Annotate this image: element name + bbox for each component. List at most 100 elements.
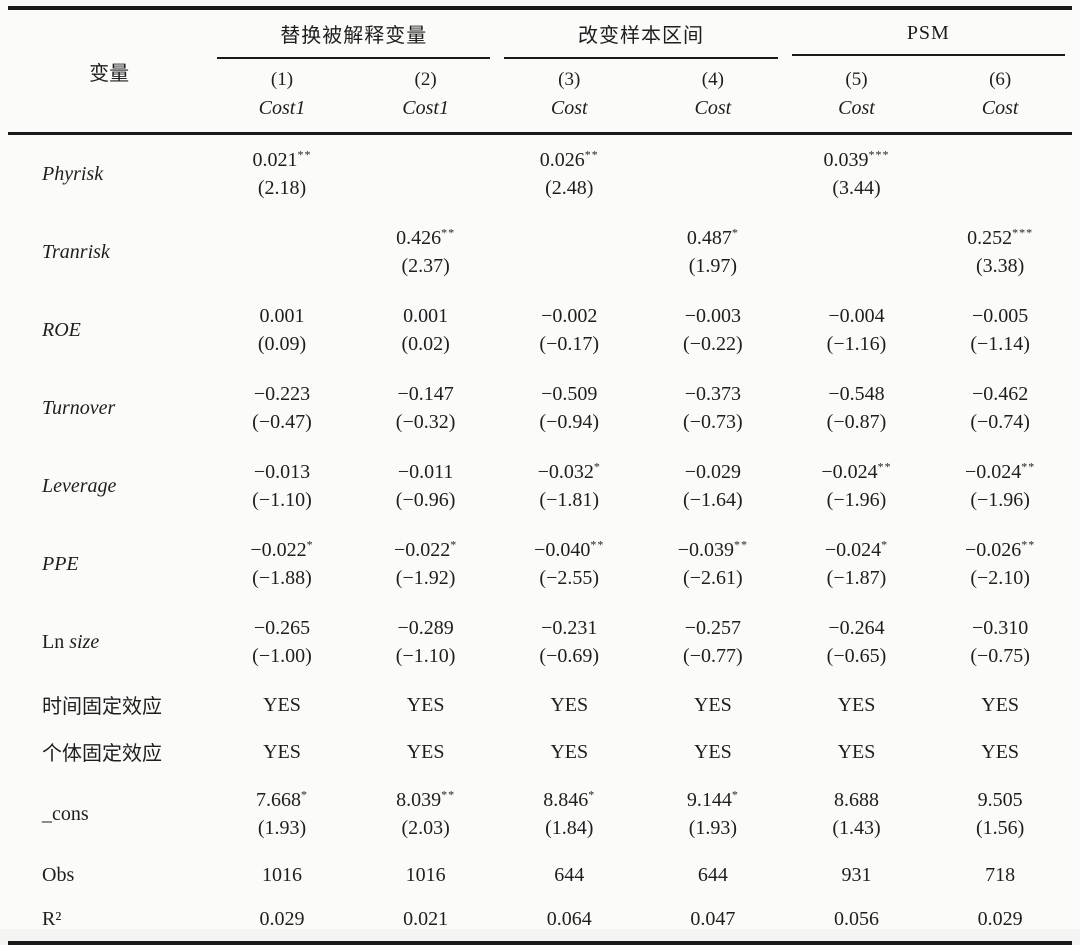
coefficient-cell: −0.024** (−1.96) xyxy=(785,447,929,525)
column-group-label: PSM xyxy=(791,13,1065,56)
t-statistic: (3.38) xyxy=(975,255,1025,277)
coefficient-value: 0.021** xyxy=(252,147,312,171)
t-statistic: (−1.96) xyxy=(826,489,887,511)
row-label: Obs xyxy=(42,863,75,886)
coefficient-value: −0.310 xyxy=(972,617,1029,639)
coefficient-value: 9.144* xyxy=(686,787,739,811)
value-cell: 644 xyxy=(554,864,585,886)
coefficient-cell: −0.265 (−1.00) xyxy=(210,603,354,681)
t-statistic: (1.93) xyxy=(257,817,307,839)
row-label: R² xyxy=(42,907,62,930)
model-number: (2) xyxy=(414,69,437,90)
column-group-label: 改变样本区间 xyxy=(504,10,778,59)
t-statistic: (−0.73) xyxy=(683,411,743,433)
coefficient-cell: 0.252*** (3.38) xyxy=(928,213,1072,291)
column-group-sample-period: 改变样本区间 xyxy=(497,8,784,59)
coefficient-value: −0.024* xyxy=(824,537,889,561)
t-statistic: (−0.87) xyxy=(826,411,887,433)
t-statistic: (−0.74) xyxy=(970,411,1030,433)
coefficient-cell: 0.001 (0.09) xyxy=(210,291,354,369)
coefficient-value: 0.426** xyxy=(396,225,456,249)
empty-cell xyxy=(497,213,641,291)
value-cell: 0.029 xyxy=(259,908,305,930)
dependent-variable: Cost xyxy=(784,93,929,135)
coefficient-value: −0.509 xyxy=(541,383,598,405)
model-number: (1) xyxy=(270,69,294,90)
coefficient-value: −0.039** xyxy=(677,537,748,561)
table-row: PPE −0.022* (−1.88) −0.022* (−1.92) −0.040** (… xyxy=(8,525,1072,603)
significance-stars: ** xyxy=(590,537,605,552)
significance-stars: * xyxy=(881,537,889,552)
model-number-row: (1) (2) (3) (4) (5) (6) xyxy=(8,59,1072,93)
value-cell: 0.056 xyxy=(833,908,879,930)
value-cell: YES xyxy=(550,740,589,763)
coefficient-value: −0.003 xyxy=(684,305,741,327)
value-cell: 0.021 xyxy=(403,908,449,930)
significance-stars: *** xyxy=(868,147,890,162)
coefficient-value: −0.257 xyxy=(684,617,741,639)
coefficient-cell: −0.264 (−0.65) xyxy=(785,603,929,681)
t-statistic: (−0.32) xyxy=(395,411,456,433)
t-statistic: (−0.17) xyxy=(539,333,600,355)
dependent-variable: Cost xyxy=(641,93,785,135)
coefficient-value: −0.005 xyxy=(972,305,1029,327)
t-statistic: (−0.22) xyxy=(683,333,743,355)
coefficient-value: 0.252*** xyxy=(967,225,1034,249)
t-statistic: (0.09) xyxy=(257,333,307,355)
model-number: (6) xyxy=(989,69,1012,90)
model-number: (3) xyxy=(558,69,581,90)
significance-stars: ** xyxy=(877,459,892,474)
row-label: Leverage xyxy=(42,474,117,497)
value-cell: YES xyxy=(981,693,1020,716)
t-statistic: (3.44) xyxy=(832,177,881,199)
t-statistic: (2.37) xyxy=(401,255,450,277)
significance-stars: * xyxy=(306,537,314,552)
t-statistic: (−1.14) xyxy=(970,333,1030,355)
value-cell: YES xyxy=(263,740,301,763)
coefficient-cell: −0.022* (−1.92) xyxy=(354,525,498,603)
t-statistic: (−2.10) xyxy=(970,567,1030,589)
t-statistic: (1.56) xyxy=(975,817,1025,839)
empty-cell xyxy=(928,134,1072,214)
t-statistic: (−0.75) xyxy=(970,645,1030,667)
coefficient-cell: −0.024* (−1.87) xyxy=(785,525,929,603)
coefficient-cell: −0.002 (−0.17) xyxy=(497,291,641,369)
coefficient-value: 9.505 xyxy=(977,789,1023,811)
significance-stars: ** xyxy=(1021,459,1036,474)
significance-stars: * xyxy=(731,225,739,240)
significance-stars: * xyxy=(588,787,596,802)
coefficient-cell: −0.003 (−0.22) xyxy=(641,291,785,369)
row-label: Phyrisk xyxy=(42,162,104,185)
t-statistic: (−2.61) xyxy=(683,567,743,589)
significance-stars: ** xyxy=(441,787,456,802)
t-statistic: (−2.55) xyxy=(539,567,600,589)
value-cell: YES xyxy=(837,693,876,716)
coefficient-value: −0.013 xyxy=(253,461,311,483)
t-statistic: (−0.47) xyxy=(252,411,312,433)
value-cell: YES xyxy=(263,693,301,716)
row-label: Ln size xyxy=(42,630,100,653)
coefficient-cell: −0.231 (−0.69) xyxy=(497,603,641,681)
coefficient-value: −0.147 xyxy=(397,383,454,405)
significance-stars: ** xyxy=(584,147,599,162)
value-cell: 931 xyxy=(841,864,872,886)
t-statistic: (−1.81) xyxy=(539,489,600,511)
significance-stars: * xyxy=(450,537,458,552)
t-statistic: (0.02) xyxy=(401,333,450,355)
significance-stars: * xyxy=(731,787,739,802)
empty-cell xyxy=(785,213,929,291)
value-cell: 0.029 xyxy=(977,908,1023,930)
coefficient-cell: −0.032* (−1.81) xyxy=(497,447,641,525)
group-header-row: 变量 替换被解释变量 改变样本区间 PSM xyxy=(8,8,1072,135)
coefficient-cell: −0.022* (−1.88) xyxy=(210,525,354,603)
coefficient-value: 0.487* xyxy=(686,225,739,249)
t-statistic: (−0.94) xyxy=(539,411,600,433)
t-statistic: (2.18) xyxy=(257,177,307,199)
coefficient-cell: −0.013 (−1.10) xyxy=(210,447,354,525)
coefficient-value: 8.846* xyxy=(543,787,596,811)
coefficient-value: −0.265 xyxy=(253,617,311,639)
table-row: R² 0.029 0.021 0.064 0.047 0.056 0.029 xyxy=(8,897,1072,943)
coefficient-value: −0.231 xyxy=(541,617,598,639)
t-statistic: (1.84) xyxy=(545,817,594,839)
significance-stars: *** xyxy=(1012,225,1034,240)
